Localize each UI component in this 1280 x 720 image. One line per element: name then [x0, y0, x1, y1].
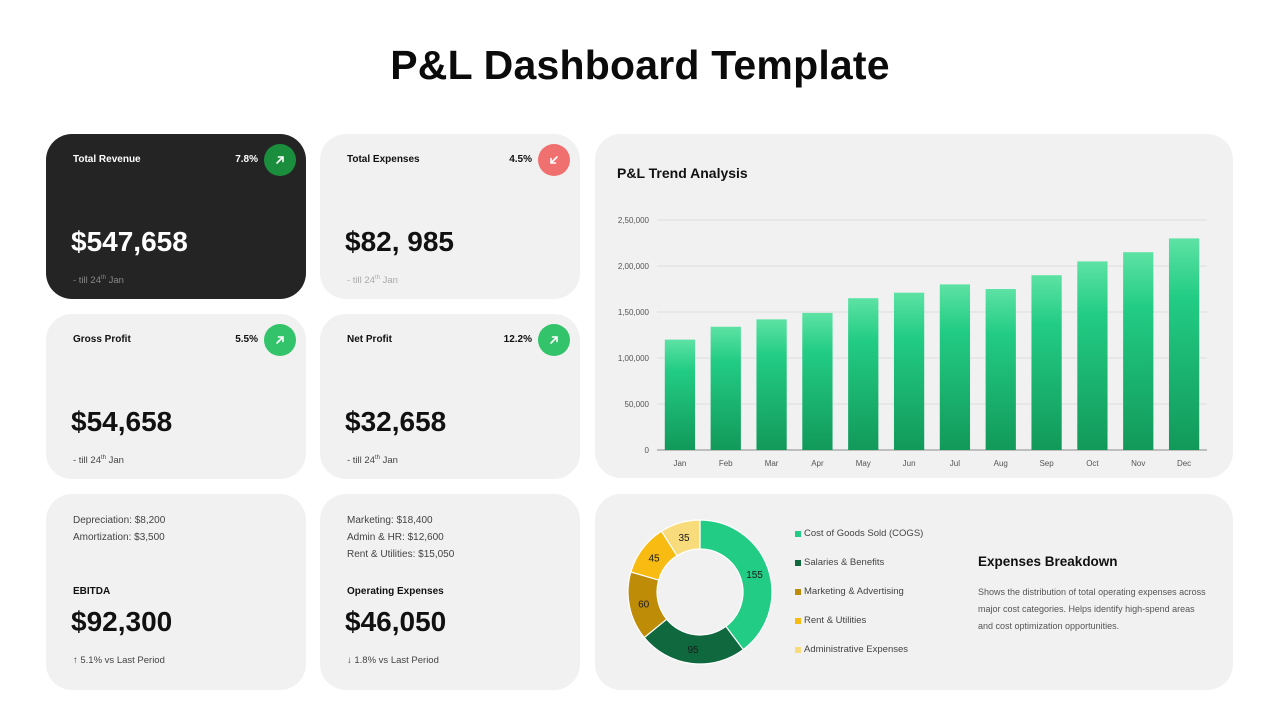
ebitda-details: Depreciation: $8,200 Amortization: $3,50… [73, 512, 165, 546]
ebitda-value: $92,300 [71, 606, 173, 637]
legend-label: Rent & Utilities [804, 615, 867, 626]
donut-slice [699, 519, 773, 651]
legend-swatch [795, 559, 801, 566]
kpi-footnote: - till 24th Jan [73, 455, 124, 467]
expenses-breakdown-panel: 155 95 60 45 35 Cost of Goods Sold (COGS) Sal… [595, 494, 1233, 690]
page-title: P&L Dashboard Template [390, 42, 890, 88]
x-tick-label: Aug [994, 459, 1008, 468]
detail-line: Amortization: $3,500 [73, 532, 165, 543]
kpi-label: Net Profit [347, 334, 392, 345]
bar [939, 284, 971, 450]
kpi-footnote: - till 24th Jan [73, 275, 124, 287]
arrow-up-right-icon [264, 144, 296, 176]
kpi-value: $54,658 [71, 406, 173, 437]
legend-label: Administrative Expenses [804, 644, 909, 655]
slice-label: 45 [648, 553, 660, 564]
ebitda-card: Depreciation: $8,200 Amortization: $3,50… [46, 494, 306, 690]
legend-swatch [795, 588, 801, 595]
slice-label: 95 [688, 645, 700, 656]
x-tick-label: May [856, 459, 871, 468]
legend-label: Salaries & Benefits [804, 557, 885, 568]
x-tick-label: Mar [765, 459, 779, 468]
x-tick-label: Jun [903, 459, 916, 468]
legend-label: Cost of Goods Sold (COGS) [804, 528, 924, 539]
legend-item: Marketing & Advertising [795, 586, 904, 597]
legend-item: Cost of Goods Sold (COGS) [795, 528, 923, 539]
x-tick-label: Apr [811, 459, 824, 468]
x-tick-label: Dec [1177, 459, 1191, 468]
kpi-label: Total Expenses [347, 154, 420, 165]
bar [848, 298, 879, 450]
bar [710, 326, 741, 450]
x-tick-label: Oct [1086, 459, 1099, 468]
opex-change: ↓ 1.8% vs Last Period [347, 655, 439, 666]
bar [893, 292, 925, 450]
x-tick-label: Feb [719, 459, 733, 468]
trend-analysis-panel: P&L Trend Analysis 0 50,000 1,00,000 1,50,0… [595, 134, 1233, 478]
y-tick-label: 1,00,000 [618, 354, 650, 363]
y-tick-label: 2,50,000 [618, 216, 650, 225]
arrow-up-right-icon [538, 324, 570, 356]
legend-swatch [795, 646, 801, 653]
arrow-up-right-icon [264, 324, 296, 356]
detail-line: Admin & HR: $12,600 [347, 532, 444, 543]
slice-label: 155 [746, 570, 763, 581]
donut-chart: 155 95 60 45 35 [627, 519, 773, 665]
donut-slice [660, 519, 701, 557]
y-tick-label: 1,50,000 [618, 308, 650, 317]
kpi-percent: 5.5% [235, 334, 258, 345]
y-tick-label: 2,00,000 [618, 262, 650, 271]
kpi-value: $82, 985 [345, 226, 454, 257]
operating-expenses-card: Marketing: $18,400 Admin & HR: $12,600 R… [320, 494, 580, 690]
detail-line: Rent & Utilities: $15,050 [347, 549, 455, 560]
kpi-label: Gross Profit [73, 334, 131, 345]
legend-item: Salaries & Benefits [795, 557, 884, 568]
kpi-footnote: - till 24th Jan [347, 275, 398, 287]
bar [1031, 275, 1062, 450]
opex-value: $46,050 [345, 606, 447, 637]
kpi-footnote: - till 24th Jan [347, 455, 398, 467]
legend-swatch [795, 617, 801, 624]
opex-details: Marketing: $18,400 Admin & HR: $12,600 R… [347, 512, 454, 563]
bar [664, 339, 696, 450]
kpi-percent: 7.8% [235, 154, 258, 165]
slice-label: 35 [678, 533, 690, 544]
bar [1123, 252, 1154, 450]
ebitda-label: EBITDA [73, 586, 111, 597]
legend-item: Rent & Utilities [795, 615, 866, 626]
legend-swatch [795, 530, 801, 537]
bar [1168, 238, 1200, 450]
bar [1077, 261, 1108, 450]
kpi-card-total-expenses: Total Expenses 4.5% $82, 985 - till 24th… [320, 134, 580, 299]
breakdown-title: Expenses Breakdown [978, 554, 1118, 569]
bar [985, 289, 1016, 450]
legend-label: Marketing & Advertising [804, 586, 904, 597]
bar-chart: 0 50,000 1,00,000 1,50,000 2,00,000 2,50,000 J… [618, 216, 1207, 468]
x-tick-label: Jan [673, 459, 686, 468]
kpi-label: Total Revenue [73, 154, 141, 165]
x-tick-label: Sep [1039, 459, 1054, 468]
bar [756, 319, 787, 450]
kpi-card-total-revenue: Total Revenue 7.8% $547,658 - till 24th … [46, 134, 306, 299]
arrow-down-left-icon [538, 144, 570, 176]
kpi-value: $547,658 [71, 226, 188, 257]
y-tick-label: 0 [645, 446, 650, 455]
kpi-card-net-profit: Net Profit 12.2% $32,658 - till 24th Jan [320, 314, 580, 479]
kpi-value: $32,658 [345, 406, 447, 437]
breakdown-description: Shows the distribution of total operatin… [978, 587, 1206, 631]
bar [802, 312, 833, 450]
slice-label: 60 [638, 600, 650, 611]
ebitda-change: ↑ 5.1% vs Last Period [73, 655, 165, 666]
detail-line: Marketing: $18,400 [347, 515, 433, 526]
x-tick-label: Jul [950, 459, 960, 468]
chart-title: P&L Trend Analysis [617, 165, 748, 181]
opex-label: Operating Expenses [347, 586, 444, 597]
legend-item: Administrative Expenses [795, 644, 908, 655]
kpi-card-gross-profit: Gross Profit 5.5% $54,658 - till 24th Ja… [46, 314, 306, 479]
kpi-percent: 4.5% [509, 154, 532, 165]
y-tick-label: 50,000 [625, 400, 650, 409]
kpi-percent: 12.2% [503, 334, 532, 345]
x-tick-label: Nov [1131, 459, 1145, 468]
detail-line: Depreciation: $8,200 [73, 515, 166, 526]
